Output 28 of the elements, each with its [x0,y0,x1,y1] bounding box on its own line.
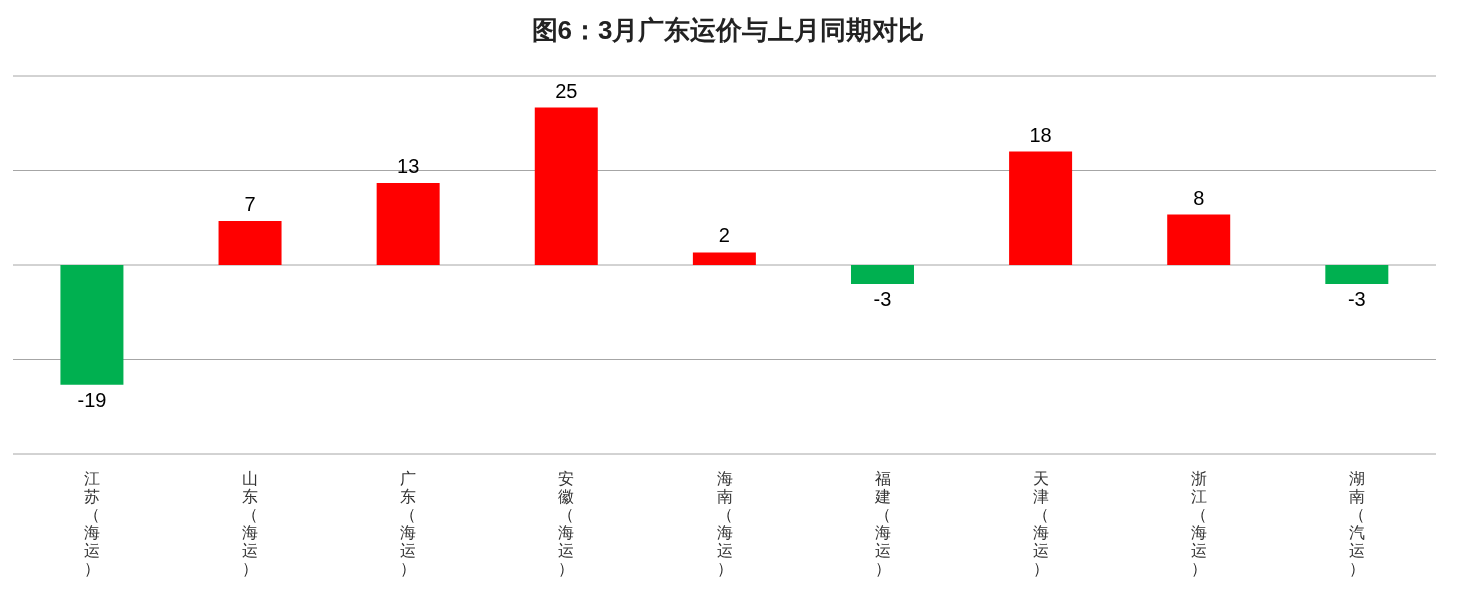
bar [1009,151,1073,265]
bar [1167,214,1231,265]
x-tick-label: 安徽（海运） [558,470,575,577]
data-label: 25 [555,79,578,102]
data-label: -19 [77,388,107,411]
x-tick-label: 浙江（海运） [1190,470,1207,577]
x-tick-label: 福建（海运） [873,470,891,577]
data-label: 18 [1029,123,1052,146]
bar [534,107,598,265]
bar [850,265,914,284]
x-tick-label: 湖南（汽运） [1348,470,1365,577]
chart-title: 图6：3月广东运价与上月同期对比 [530,14,926,47]
bar [376,183,440,265]
data-label: 7 [244,192,256,215]
bar [692,252,756,265]
data-label: -3 [873,287,892,310]
data-label: 2 [718,224,730,247]
x-tick-label: 广东（海运） [400,470,417,577]
data-label: 8 [1193,186,1205,209]
data-label: -3 [1347,287,1366,310]
data-label: 13 [397,155,420,178]
x-tick-label: 江苏（海运） [84,470,101,577]
x-tick-label: 山东（海运） [242,470,259,577]
x-tick-label: 天津（海运） [1032,470,1049,577]
bar [60,265,124,385]
x-tick-label: 海南（海运） [716,470,733,577]
bar [1325,265,1389,284]
bar [218,220,282,265]
